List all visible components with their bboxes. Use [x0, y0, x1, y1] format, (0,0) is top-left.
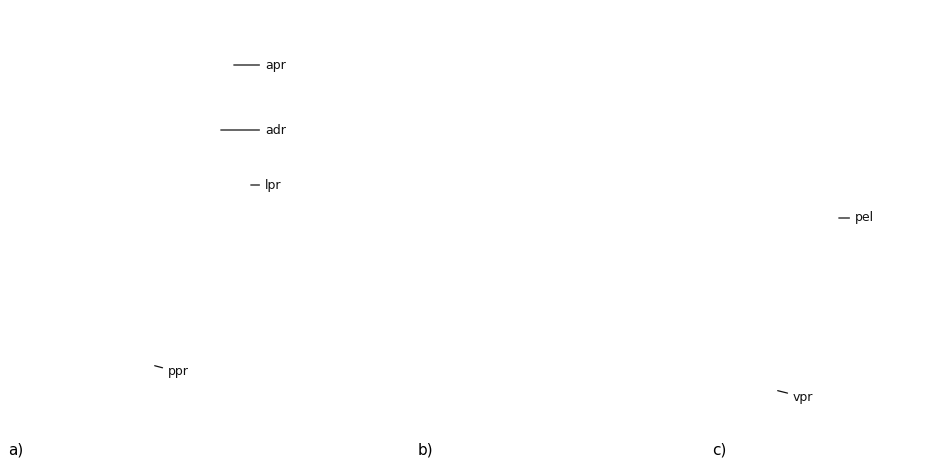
Text: ppr: ppr: [154, 366, 189, 378]
Text: a): a): [8, 443, 23, 458]
Text: c): c): [712, 443, 726, 458]
Text: b): b): [418, 443, 433, 458]
Text: adr: adr: [221, 123, 285, 136]
Text: lpr: lpr: [251, 178, 282, 191]
Text: pel: pel: [839, 212, 874, 225]
Text: vpr: vpr: [778, 390, 813, 403]
Text: apr: apr: [234, 58, 285, 71]
